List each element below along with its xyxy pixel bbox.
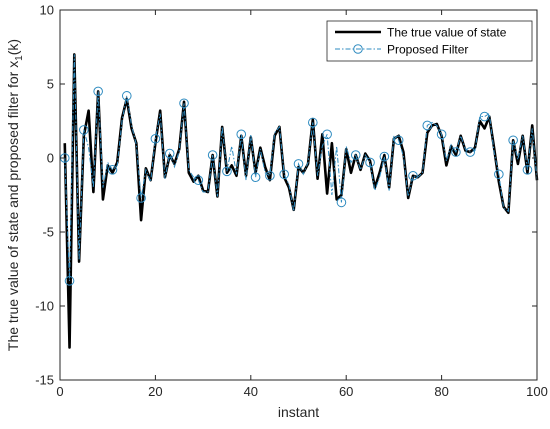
x-tick-label: 40 (244, 384, 258, 399)
filter-point (465, 147, 476, 157)
filter-point (207, 150, 218, 160)
axes-box (59, 9, 538, 381)
x-tick-label: 100 (526, 384, 548, 399)
filter-point (479, 111, 490, 122)
filter-point (164, 148, 175, 159)
y-tick-label: -5 (42, 225, 54, 240)
filter-point (322, 129, 332, 140)
filter-point (408, 170, 418, 181)
y-axis-label: The true value of state and proposed fil… (5, 39, 25, 351)
y-axis-label-subscript: 1 (14, 55, 25, 61)
x-tick-label: 20 (148, 384, 162, 399)
filter-point (121, 91, 132, 101)
filter-point (93, 86, 103, 97)
filter-point (508, 135, 518, 146)
plot-area (59, 53, 539, 349)
axis-ticks: 0 20 40 60 80 100 -15 -10 -5 0 5 10 (35, 3, 548, 400)
x-axis-label: instant (278, 404, 319, 420)
filter-point (494, 169, 504, 180)
y-axis-label-tail: (k) (5, 39, 21, 55)
legend-label-proposed-filter: Proposed Filter (387, 43, 468, 57)
filter-point (193, 175, 204, 185)
y-tick-label: -10 (35, 299, 54, 314)
y-tick-label: -15 (35, 373, 54, 388)
filter-point (451, 147, 461, 157)
filter-point (222, 166, 232, 177)
filter-point (179, 98, 189, 109)
x-tick-label: 60 (339, 384, 353, 399)
filter-point (365, 157, 375, 168)
filter-point (422, 120, 433, 131)
y-tick-label: 5 (47, 77, 54, 92)
legend: The true value of state Proposed Filter (326, 20, 533, 62)
filter-point (150, 133, 161, 144)
filter-point (236, 129, 247, 140)
x-tick-label: 0 (56, 384, 63, 399)
y-tick-label: 0 (47, 151, 54, 166)
filter-point (350, 150, 361, 160)
y-tick-label: 10 (40, 3, 54, 18)
filter-point (336, 197, 347, 208)
filter-point (107, 165, 118, 175)
filter-point (393, 135, 404, 146)
filter-point (79, 125, 89, 135)
filter-point (436, 129, 447, 140)
y-axis-label-main: The true value of state and proposed fil… (5, 61, 21, 351)
legend-label-true-state: The true value of state (387, 26, 507, 40)
filter-point (279, 169, 289, 180)
filter-point (64, 276, 75, 286)
filter-point (379, 151, 390, 162)
filter-point (265, 170, 275, 181)
filter-point (293, 159, 304, 169)
legend-box (326, 20, 533, 62)
x-tick-label: 80 (434, 384, 448, 399)
filter-markers (59, 86, 533, 286)
filter-point (522, 165, 533, 175)
filter-point (250, 172, 261, 183)
legend-marker-proposed-filter (353, 44, 363, 54)
filter-point (308, 117, 318, 128)
series-line-proposed-filter (64, 54, 538, 281)
filter-point (136, 193, 146, 203)
